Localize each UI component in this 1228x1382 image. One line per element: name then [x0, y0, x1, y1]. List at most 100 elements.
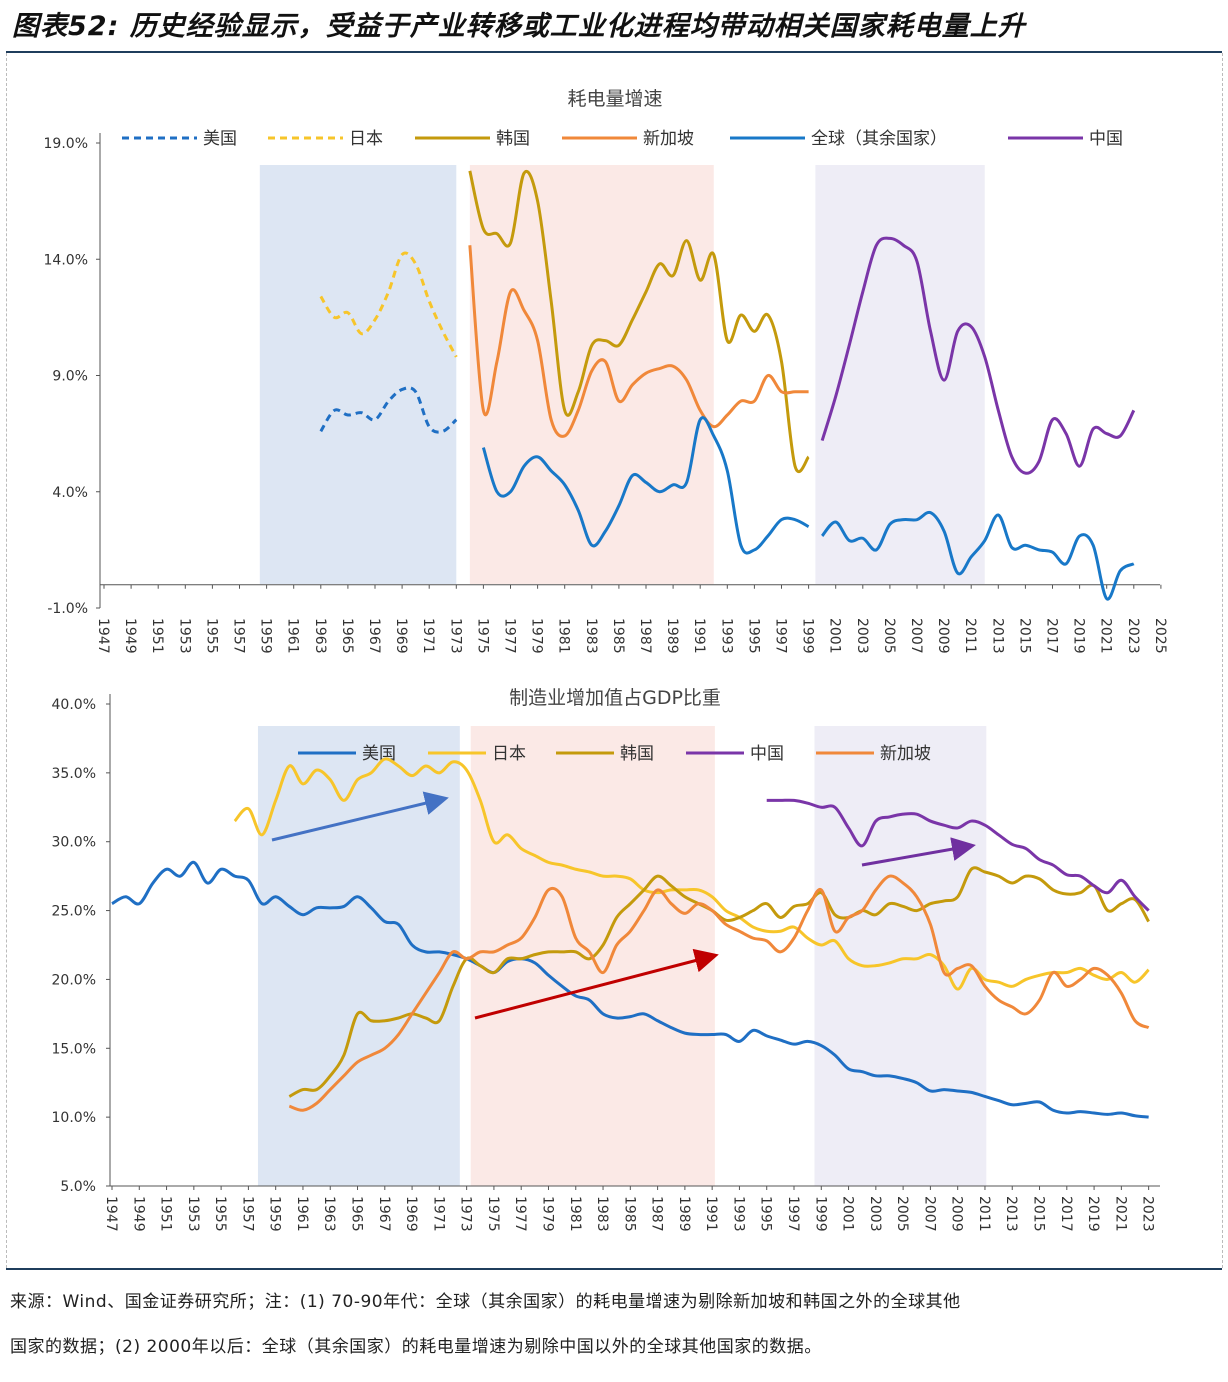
- x-tick-label: 1985: [621, 1196, 637, 1232]
- x-tick-label: 1973: [458, 1196, 474, 1232]
- title-divider: [6, 51, 1222, 53]
- x-tick-label: 1983: [594, 1196, 610, 1232]
- x-tick-label: 2011: [962, 618, 978, 654]
- footer-note-line2: 国家的数据；(2) 2000年以后：全球（其余国家）的耗电量增速为剔除中国以外的…: [10, 1337, 822, 1357]
- x-tick-label: 1971: [430, 1196, 446, 1232]
- y-tick-label: 19.0%: [44, 136, 88, 152]
- x-tick-label: 1949: [122, 618, 138, 654]
- legend-label-us: 美国: [203, 129, 237, 149]
- x-tick-label: 1979: [539, 1196, 555, 1232]
- series-line-china: [820, 236, 1136, 475]
- y-tick-label: 9.0%: [52, 369, 88, 385]
- legend-label-korea: 韩国: [496, 129, 530, 149]
- x-tick-label: 1967: [366, 618, 382, 654]
- x-tick-label: 1955: [203, 618, 219, 654]
- y-tick-label: -1.0%: [47, 601, 88, 617]
- x-tick-label: 2013: [989, 618, 1005, 654]
- legend-label-japan: 日本: [349, 129, 383, 149]
- x-tick-label: 2007: [921, 1196, 937, 1232]
- y-tick-label: 10.0%: [52, 1110, 96, 1126]
- x-tick-label: 2001: [827, 618, 843, 654]
- x-tick-label: 1955: [212, 1196, 228, 1232]
- series-line-global: [820, 510, 1135, 601]
- chart-frame: [6, 53, 1223, 1268]
- x-tick-label: 1965: [349, 1196, 365, 1232]
- x-tick-label: 1985: [610, 618, 626, 654]
- x-tick-label: 1993: [718, 618, 734, 654]
- x-tick-label: 1991: [703, 1196, 719, 1232]
- y-tick-label: 35.0%: [52, 766, 96, 782]
- x-tick-label: 1977: [502, 618, 518, 654]
- x-tick-label: 2021: [1098, 618, 1114, 654]
- x-tick-label: 1997: [785, 1196, 801, 1232]
- x-tick-label: 1947: [103, 1196, 119, 1232]
- x-tick-label: 1999: [800, 618, 816, 654]
- x-tick-label: 2015: [1031, 1196, 1047, 1232]
- x-tick-label: 2009: [949, 1196, 965, 1232]
- series-line-japan: [319, 251, 458, 358]
- legend-label-singapore: 新加坡: [643, 129, 694, 149]
- trend-arrow-japan: [271, 791, 449, 842]
- shaded-period: [257, 726, 460, 1186]
- legend-label-korea: 韩国: [620, 744, 654, 764]
- x-tick-label: 2019: [1071, 618, 1087, 654]
- series-line-us: [319, 386, 458, 434]
- x-tick-label: 1997: [773, 618, 789, 654]
- x-tick-label: 1963: [321, 1196, 337, 1232]
- series-line-korea: [468, 170, 810, 474]
- x-tick-label: 1951: [149, 618, 165, 654]
- series-line-singapore: [288, 874, 1150, 1112]
- x-tick-label: 2023: [1140, 1196, 1156, 1232]
- y-tick-label: 30.0%: [52, 835, 96, 851]
- x-tick-label: 1949: [130, 1196, 146, 1232]
- x-tick-label: 1961: [285, 618, 301, 654]
- x-tick-label: 1983: [583, 618, 599, 654]
- y-tick-label: 20.0%: [52, 972, 96, 988]
- x-tick-label: 2003: [867, 1196, 883, 1232]
- x-tick-label: 1957: [231, 618, 247, 654]
- x-tick-label: 2007: [908, 618, 924, 654]
- footer-note-line1: 来源：Wind、国金证券研究所；注：(1) 70-90年代：全球（其余国家）的耗…: [10, 1292, 961, 1312]
- trend-arrows: [271, 791, 976, 1020]
- x-tick-label: 1989: [676, 1196, 692, 1232]
- x-tick-label: 2015: [1016, 618, 1032, 654]
- x-tick-label: 1965: [339, 618, 355, 654]
- x-tick-label: 1975: [474, 618, 490, 654]
- x-tick-label: 1959: [258, 618, 274, 654]
- x-tick-label: 1987: [649, 1196, 665, 1232]
- x-tick-label: 1991: [691, 618, 707, 654]
- x-tick-label: 1977: [512, 1196, 528, 1232]
- shaded-period: [259, 165, 457, 584]
- x-tick-label: 1973: [447, 618, 463, 654]
- x-tick-label: 1993: [730, 1196, 746, 1232]
- x-tick-label: 1959: [267, 1196, 283, 1232]
- x-tick-label: 1989: [664, 618, 680, 654]
- series-line-japan: [233, 757, 1150, 991]
- chart-title: 耗电量增速: [567, 88, 662, 110]
- x-tick-label: 2017: [1044, 618, 1060, 654]
- legend-label-china: 中国: [1089, 129, 1123, 149]
- manufacturing-share-chart: 制造业增加值占GDP比重 5.0% 10.0% 15.0% 20.0% 25.0% 30.…: [52, 687, 1160, 1232]
- x-tick-label: 2003: [854, 618, 870, 654]
- y-tick-label: 15.0%: [52, 1041, 96, 1057]
- series-line-singapore: [468, 245, 809, 438]
- x-tick-label: 1995: [758, 1196, 774, 1232]
- x-tick-label: 1969: [393, 618, 409, 654]
- trend-arrow-china: [861, 837, 976, 867]
- x-tick-label: 1963: [312, 618, 328, 654]
- legend-label-japan: 日本: [492, 744, 526, 764]
- x-tick-label: 1947: [95, 618, 111, 654]
- chart-title: 制造业增加值占GDP比重: [509, 687, 721, 709]
- electricity-growth-chart: 耗电量增速 -1.0% 4.0% 9.0% 14.0% 19.0% 1947 1949 195…: [44, 88, 1168, 654]
- y-tick-label: 25.0%: [52, 904, 96, 920]
- y-tick-label: 40.0%: [52, 697, 96, 713]
- trend-arrow-korea-singapore: [474, 948, 719, 1020]
- x-tick-label: 1953: [176, 618, 192, 654]
- x-tick-label: 1975: [485, 1196, 501, 1232]
- x-tick-label: 1995: [745, 618, 761, 654]
- x-tick-label: 1981: [567, 1196, 583, 1232]
- x-tick-label: 2021: [1112, 1196, 1128, 1232]
- footer-divider: [6, 1268, 1222, 1270]
- x-tick-label: 1951: [158, 1196, 174, 1232]
